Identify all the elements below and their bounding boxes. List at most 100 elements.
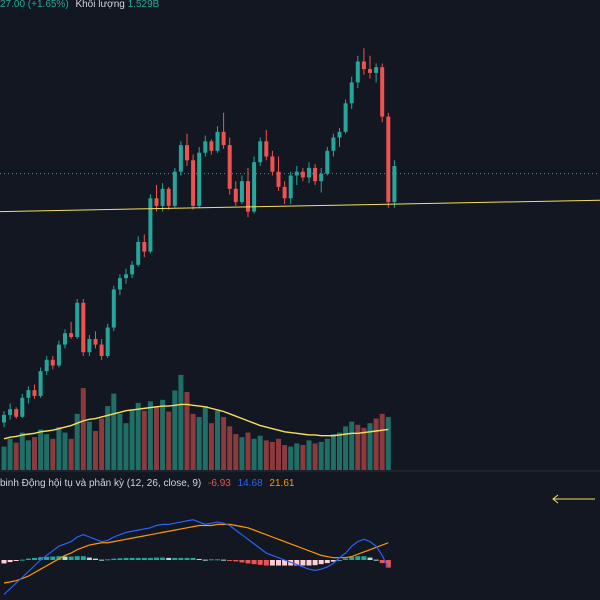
macd-histogram-bar bbox=[172, 557, 178, 560]
macd-histogram-bar bbox=[294, 560, 300, 566]
candle-body bbox=[99, 344, 104, 356]
candle-body bbox=[38, 371, 43, 396]
macd-line bbox=[3, 519, 389, 595]
candle-body bbox=[185, 145, 189, 161]
candle-body bbox=[130, 264, 135, 275]
candle-body bbox=[87, 338, 92, 353]
volume-bar bbox=[215, 410, 220, 470]
volume-bar bbox=[233, 434, 239, 470]
volume-bar bbox=[373, 418, 379, 470]
volume-bar bbox=[257, 435, 263, 470]
macd-histogram-bar bbox=[227, 560, 233, 561]
volume-value: 1.529B bbox=[127, 0, 160, 10]
candle-body bbox=[26, 390, 31, 398]
macd-histogram-bar bbox=[361, 556, 367, 560]
volume-label: Khối lượng bbox=[75, 0, 125, 10]
macd-histogram-bar bbox=[160, 557, 166, 560]
volume-bar bbox=[13, 442, 19, 470]
macd-histogram-bar bbox=[135, 557, 141, 560]
volume-bar bbox=[166, 411, 172, 470]
volume-bar bbox=[196, 416, 202, 470]
signal-value: 14.68 bbox=[237, 478, 263, 489]
macd-histogram-bar bbox=[19, 559, 25, 561]
volume-bar bbox=[105, 406, 111, 470]
candle-body bbox=[343, 103, 348, 132]
candle-body bbox=[349, 82, 354, 104]
volume-bar bbox=[135, 402, 141, 470]
candle-body bbox=[178, 145, 183, 172]
macd-histogram-bar bbox=[105, 559, 111, 561]
candle-body bbox=[203, 141, 208, 153]
macd-signal-line bbox=[3, 523, 389, 584]
volume-bar bbox=[263, 440, 269, 470]
candle-body bbox=[313, 167, 318, 182]
volume-bar bbox=[86, 421, 92, 470]
macd-histogram-bar bbox=[257, 560, 263, 565]
volume-bar bbox=[154, 406, 159, 470]
macd-histogram-bar bbox=[190, 557, 196, 560]
volume-bar bbox=[294, 443, 300, 470]
candle-body bbox=[361, 61, 366, 70]
volume-bar bbox=[68, 438, 74, 470]
volume-bar bbox=[324, 438, 330, 470]
macd-histogram-bar bbox=[32, 557, 37, 560]
candle-body bbox=[325, 150, 330, 174]
macd-histogram-bar bbox=[129, 557, 135, 560]
hist-value: 21.61 bbox=[269, 478, 295, 489]
macd-histogram-bar bbox=[300, 560, 306, 566]
support-trend-line bbox=[0, 199, 600, 213]
macd-histogram-bar bbox=[367, 557, 373, 560]
volume-bar bbox=[62, 432, 68, 470]
candle-body bbox=[368, 69, 372, 73]
macd-histogram-bar bbox=[379, 560, 385, 564]
candle-body bbox=[20, 397, 25, 417]
macd-histogram-bar bbox=[215, 559, 220, 561]
candle-body bbox=[337, 131, 342, 138]
candle-body bbox=[50, 359, 55, 366]
volume-bar bbox=[355, 424, 361, 470]
macd-histogram-bar bbox=[343, 558, 349, 560]
macd-histogram-bar bbox=[13, 560, 19, 561]
candle-body bbox=[8, 409, 13, 415]
volume-bar bbox=[221, 416, 227, 470]
macd-histogram-bar bbox=[337, 560, 342, 561]
price-change: 27.00 (+1.65%) bbox=[0, 0, 69, 10]
arrow-left-icon[interactable] bbox=[551, 493, 595, 505]
macd-histogram-bar bbox=[263, 560, 269, 566]
candle-body bbox=[63, 333, 67, 345]
macd-histogram-bar bbox=[196, 558, 202, 560]
candle-body bbox=[124, 274, 128, 279]
volume-bar bbox=[19, 432, 25, 470]
candle-body bbox=[276, 171, 281, 187]
volume-bar bbox=[129, 409, 135, 470]
macd-histogram-bar bbox=[233, 560, 239, 562]
volume-bar bbox=[379, 413, 385, 470]
macd-histogram-bar bbox=[147, 557, 153, 560]
macd-histogram-bar bbox=[74, 556, 80, 560]
volume-bar bbox=[99, 418, 105, 470]
volume-bar bbox=[239, 437, 245, 470]
candle-body bbox=[252, 162, 257, 212]
candle-body bbox=[32, 390, 37, 396]
volume-bar bbox=[56, 427, 62, 470]
volume-bar bbox=[202, 406, 208, 470]
candle-body bbox=[75, 302, 80, 337]
candle-body bbox=[246, 181, 250, 212]
volume-bar bbox=[227, 426, 233, 470]
macd-legend[interactable]: binh Động hội tụ và phân kỳ (12, 26, clo… bbox=[0, 478, 294, 490]
volume-bar bbox=[184, 392, 190, 470]
macd-histogram-bar bbox=[276, 560, 281, 566]
candle-body bbox=[160, 188, 165, 206]
candle-body bbox=[172, 171, 177, 206]
macd-histogram-bar bbox=[385, 560, 391, 568]
volume-bar bbox=[141, 410, 147, 470]
candle-body bbox=[258, 141, 263, 163]
macd-histogram-bar bbox=[251, 560, 257, 565]
volume-bar bbox=[178, 374, 184, 470]
volume-bar bbox=[349, 421, 355, 470]
macd-histogram-bar bbox=[312, 560, 318, 566]
macd-histogram-bar bbox=[239, 560, 245, 563]
macd-histogram-bar bbox=[166, 557, 172, 560]
volume-bar bbox=[330, 434, 336, 470]
